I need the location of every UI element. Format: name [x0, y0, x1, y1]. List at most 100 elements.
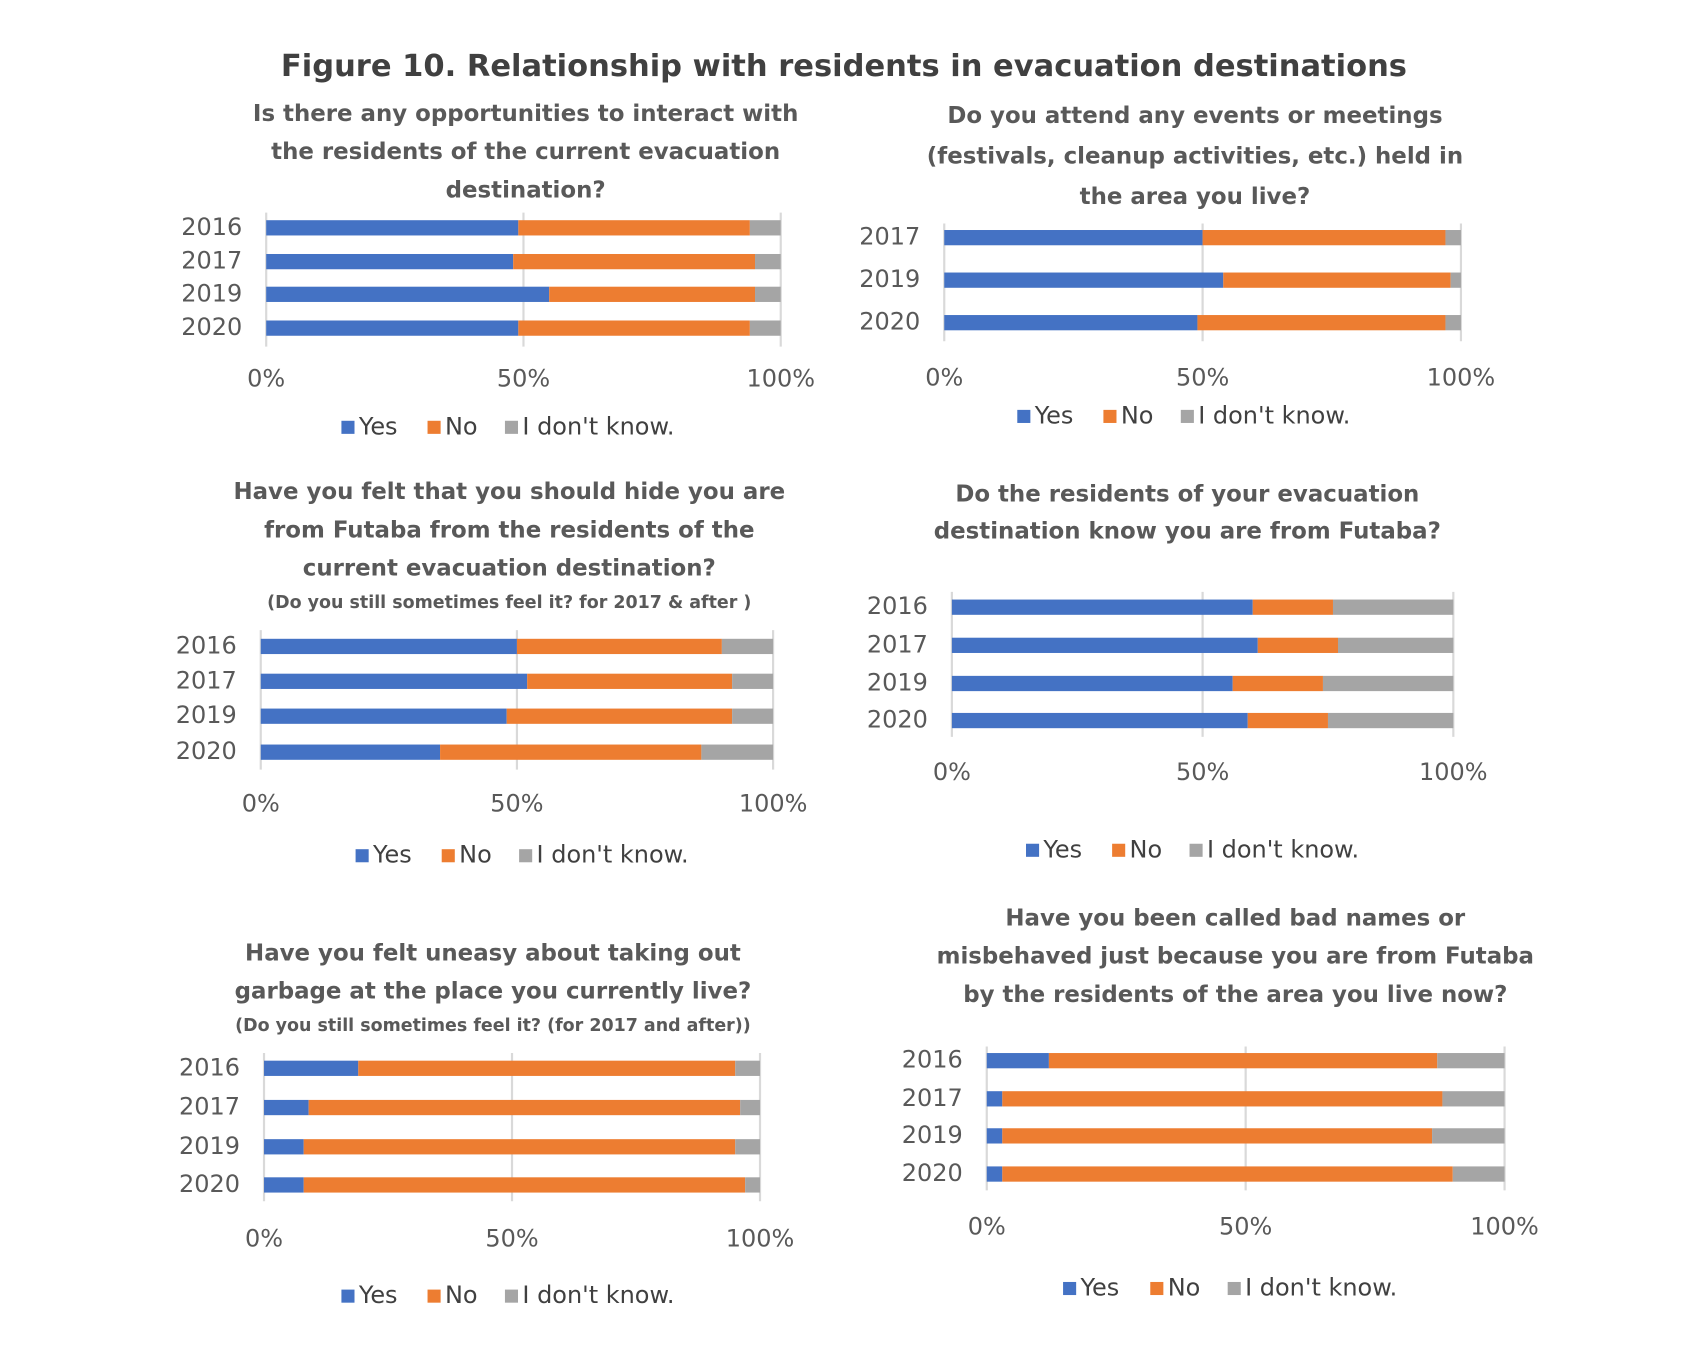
bar-segment	[260, 708, 507, 724]
x-tick-label: 100%	[726, 1224, 795, 1252]
bar-segment	[303, 1177, 746, 1193]
chart-title: Is there any opportunities to interact w…	[253, 101, 798, 127]
bar-segment	[1432, 1128, 1505, 1144]
figure-title: Figure 10. Relationship with residents i…	[281, 49, 1407, 84]
bar-segment	[732, 708, 774, 724]
legend-swatch	[1189, 843, 1203, 857]
bar-segment	[1002, 1091, 1443, 1107]
x-tick-label: 50%	[1176, 758, 1229, 786]
bar-segment	[986, 1053, 1049, 1069]
x-tick-label: 0%	[968, 1212, 1006, 1240]
chart-title: (festivals, cleanup activities, etc.) he…	[927, 143, 1463, 169]
legend-swatch	[1063, 1281, 1077, 1296]
bar-segment	[732, 673, 774, 689]
bar-segment	[1232, 675, 1323, 692]
bar-segment	[1450, 272, 1461, 288]
legend-label: Yes	[372, 841, 412, 869]
y-tick-label: 2020	[859, 308, 920, 336]
x-tick-label: 50%	[490, 789, 543, 817]
x-tick-label: 0%	[242, 789, 280, 817]
legend-label: No	[1130, 835, 1163, 863]
bar-segment	[1332, 599, 1454, 615]
bar-segment	[986, 1166, 1003, 1182]
bar-segment	[264, 1139, 304, 1155]
bar-segment	[951, 637, 1258, 653]
bar-segment	[1247, 712, 1328, 729]
bar-segment	[264, 1177, 304, 1193]
bar-segment	[506, 708, 733, 724]
chart-title: Do the residents of your evacuation	[955, 481, 1419, 507]
legend-swatch	[1017, 409, 1031, 423]
chart-subtitle: (Do you still sometimes feel it? for 201…	[267, 593, 751, 613]
x-tick-label: 0%	[925, 363, 963, 391]
legend-label: No	[445, 412, 478, 440]
y-tick-label: 2019	[179, 1132, 240, 1160]
bar-segment	[1452, 1166, 1505, 1182]
x-tick-label: 50%	[1176, 363, 1229, 391]
x-tick-label: 100%	[739, 789, 808, 817]
legend-label: No	[1121, 401, 1154, 429]
bar-segment	[266, 286, 550, 302]
bar-segment	[951, 599, 1253, 615]
legend-label: Yes	[358, 1281, 398, 1309]
legend-label: Yes	[1034, 401, 1074, 429]
legend-label: I don't know.	[1245, 1274, 1397, 1302]
bar-segment	[735, 1139, 761, 1155]
y-tick-label: 2016	[179, 1053, 240, 1081]
bar-segment	[516, 638, 722, 655]
bar-segment	[1327, 712, 1454, 729]
bar-segment	[1002, 1128, 1433, 1144]
y-tick-label: 2019	[176, 701, 237, 729]
legend-swatch	[1227, 1281, 1241, 1296]
x-tick-label: 50%	[1219, 1212, 1272, 1240]
x-tick-label: 0%	[247, 364, 285, 392]
bar-segment	[266, 253, 514, 270]
chart-title: garbage at the place you currently live?	[235, 978, 752, 1004]
y-tick-label: 2016	[181, 213, 242, 241]
chart-title: by the residents of the area you live no…	[963, 982, 1507, 1008]
bar-segment	[1257, 637, 1338, 653]
y-tick-label: 2016	[867, 592, 928, 620]
bar-segment	[755, 286, 781, 302]
y-tick-label: 2017	[859, 223, 920, 251]
legend-swatch	[1112, 843, 1126, 857]
bar-segment	[260, 673, 528, 689]
legend-label: Yes	[1080, 1274, 1120, 1302]
bar-segment	[1197, 315, 1446, 331]
legend-swatch	[341, 1289, 355, 1303]
chart-title: current evacuation destination?	[303, 556, 716, 582]
bar-segment	[513, 253, 756, 270]
bar-segment	[749, 220, 781, 236]
bar-segment	[755, 253, 781, 270]
bar-segment	[260, 744, 441, 760]
bar-segment	[986, 1128, 1003, 1144]
legend-label: Yes	[1042, 835, 1082, 863]
bar-segment	[1002, 1166, 1453, 1182]
chart-title: Have you felt that you should hide you a…	[233, 479, 785, 505]
x-tick-label: 0%	[933, 758, 971, 786]
bar-segment	[951, 675, 1233, 692]
legend-swatch	[441, 849, 455, 863]
x-tick-label: 100%	[1427, 363, 1496, 391]
bar-segment	[1445, 315, 1461, 331]
legend-label: I don't know.	[522, 412, 674, 440]
legend-swatch	[504, 1289, 519, 1303]
legend-swatch	[355, 849, 369, 863]
bar-segment	[303, 1139, 736, 1155]
y-tick-label: 2019	[902, 1121, 963, 1149]
y-tick-label: 2017	[867, 630, 928, 658]
y-tick-label: 2017	[179, 1093, 240, 1121]
y-tick-label: 2017	[181, 247, 242, 275]
legend-label: No	[1168, 1274, 1201, 1302]
chart-title: the residents of the current evacuation	[271, 139, 780, 165]
bar-segment	[745, 1177, 761, 1193]
bar-segment	[440, 744, 702, 760]
chart-subtitle: (Do you still sometimes feel it? (for 20…	[235, 1016, 751, 1036]
chart-title: Have you felt uneasy about taking out	[245, 940, 741, 966]
bar-segment	[266, 320, 519, 336]
y-tick-label: 2017	[176, 666, 237, 694]
bar-segment	[1202, 230, 1446, 246]
bar-segment	[549, 286, 756, 302]
x-tick-label: 50%	[497, 364, 550, 392]
